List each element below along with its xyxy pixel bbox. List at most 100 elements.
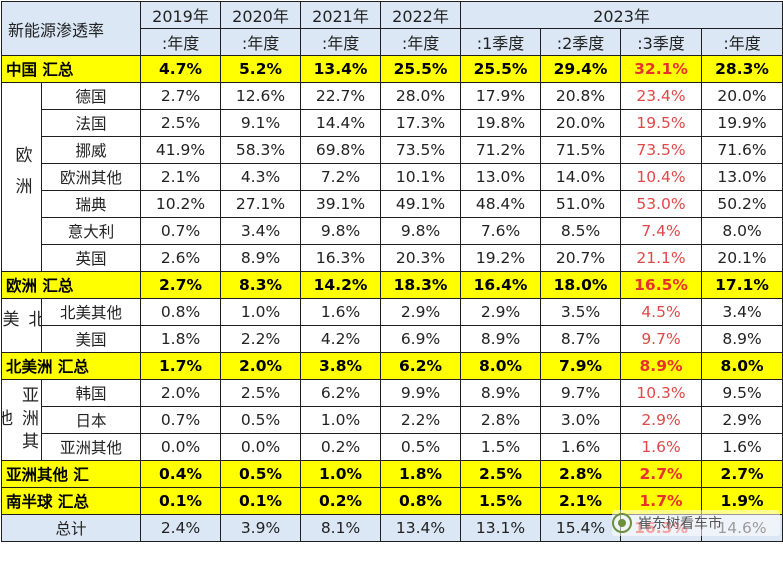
value-cell: 13.1%	[460, 514, 542, 542]
value-cell: 1.8%	[380, 460, 462, 488]
value-cell: 6.2%	[300, 379, 382, 407]
value-cell: 2.7%	[620, 460, 703, 488]
value-cell: 10.4%	[620, 163, 703, 191]
value-cell: 1.6%	[620, 433, 703, 461]
value-cell: 0.4%	[140, 460, 222, 488]
asia-other-sum-row: 亚洲其他 汇 0.4% 0.5% 1.0% 1.8% 2.5% 2.8% 2.7% 2.7%	[0, 460, 783, 488]
table-row: 挪威 41.9% 58.3% 69.8% 73.5% 71.2% 71.5% 73.5% 71.…	[2, 136, 783, 164]
value-cell: 3.8%	[300, 352, 382, 380]
value-cell: 51.0%	[540, 190, 622, 218]
value-cell: 9.7%	[620, 325, 703, 353]
value-cell: 1.0%	[220, 298, 302, 326]
value-cell: 7.9%	[540, 352, 622, 380]
value-cell: 17.3%	[380, 109, 462, 137]
value-cell: 8.3%	[220, 271, 302, 299]
row-label: 法国	[40, 109, 142, 137]
value-cell: 3.4%	[701, 298, 783, 326]
value-cell: 10.2%	[140, 190, 222, 218]
value-cell: 1.5%	[460, 433, 542, 461]
value-cell: 9.1%	[220, 109, 302, 137]
value-cell: 4.5%	[620, 298, 703, 326]
value-cell: 2.0%	[140, 379, 222, 407]
value-cell: 1.0%	[300, 460, 382, 488]
value-cell: 2.5%	[140, 109, 222, 137]
row-label: 美国	[40, 325, 142, 353]
value-cell: 0.5%	[220, 406, 302, 434]
value-cell: 6.2%	[380, 352, 462, 380]
value-cell: 8.5%	[540, 217, 622, 245]
value-cell: 28.3%	[701, 55, 783, 83]
value-cell: 4.2%	[300, 325, 382, 353]
value-cell: 8.0%	[701, 352, 783, 380]
value-cell: 20.7%	[540, 244, 622, 272]
china-sum-row: 中国 汇总 4.7% 5.2% 13.4% 25.5% 25.5% 29.4% 32.1% 28…	[0, 55, 783, 83]
value-cell: 53.0%	[620, 190, 703, 218]
value-cell: 7.2%	[300, 163, 382, 191]
table-row: 亚洲其他 0.0% 0.0% 0.2% 0.5% 1.5% 1.6% 1.6% 1.6%	[2, 433, 783, 461]
value-cell: 71.2%	[460, 136, 542, 164]
value-cell: 1.6%	[701, 433, 783, 461]
north-america-region-label: 北美	[1, 298, 42, 353]
period-header: :3季度	[620, 28, 703, 56]
value-cell: 9.8%	[300, 217, 382, 245]
value-cell: 3.0%	[540, 406, 622, 434]
period-header: :2季度	[540, 28, 622, 56]
value-cell: 8.9%	[701, 325, 783, 353]
value-cell: 71.6%	[701, 136, 783, 164]
value-cell: 50.2%	[701, 190, 783, 218]
value-cell: 15.4%	[540, 514, 622, 542]
value-cell: 9.5%	[701, 379, 783, 407]
row-label: 北美其他	[40, 298, 142, 326]
value-cell: 10.3%	[620, 379, 703, 407]
value-cell: 17.9%	[460, 82, 542, 110]
value-cell: 16.3%	[300, 244, 382, 272]
value-cell: 73.5%	[380, 136, 462, 164]
sum-label: 北美洲 汇总	[0, 352, 142, 380]
row-label: 意大利	[40, 217, 142, 245]
value-cell: 19.2%	[460, 244, 542, 272]
value-cell: 2.7%	[701, 460, 783, 488]
value-cell: 20.0%	[540, 109, 622, 137]
value-cell: 71.5%	[540, 136, 622, 164]
value-cell: 14.2%	[300, 271, 382, 299]
value-cell: 0.7%	[140, 406, 222, 434]
wechat-icon	[612, 513, 632, 533]
value-cell: 3.5%	[540, 298, 622, 326]
period-header: :年度	[300, 28, 382, 56]
value-cell: 39.1%	[300, 190, 382, 218]
value-cell: 2.7%	[140, 82, 222, 110]
value-cell: 2.9%	[460, 298, 542, 326]
value-cell: 2.4%	[140, 514, 222, 542]
year-header: 2019年	[140, 1, 222, 29]
value-cell: 8.9%	[460, 379, 542, 407]
value-cell: 8.9%	[460, 325, 542, 353]
value-cell: 13.0%	[701, 163, 783, 191]
period-header: :年度	[220, 28, 302, 56]
europe-region-label: 欧洲	[1, 82, 42, 272]
value-cell: 14.0%	[540, 163, 622, 191]
value-cell: 8.9%	[620, 352, 703, 380]
category-header: 新能源渗透率	[0, 1, 142, 56]
value-cell: 49.1%	[380, 190, 462, 218]
value-cell: 21.1%	[620, 244, 703, 272]
value-cell: 0.5%	[380, 433, 462, 461]
value-cell: 0.1%	[220, 487, 302, 515]
table-row: 法国 2.5% 9.1% 14.4% 17.3% 19.8% 20.0% 19.5% 19.9%	[2, 109, 783, 137]
value-cell: 1.6%	[540, 433, 622, 461]
value-cell: 0.0%	[140, 433, 222, 461]
row-label: 日本	[40, 406, 142, 434]
table-row: 欧洲其他 2.1% 4.3% 7.2% 10.1% 13.0% 14.0% 10.4% 13.0…	[2, 163, 783, 191]
value-cell: 2.1%	[540, 487, 622, 515]
value-cell: 20.8%	[540, 82, 622, 110]
value-cell: 25.5%	[380, 55, 462, 83]
table-row: 北美 北美其他 0.8% 1.0% 1.6% 2.9% 2.9% 3.5% 4.5% 3.4%	[1, 298, 783, 353]
value-cell: 9.8%	[380, 217, 462, 245]
value-cell: 13.4%	[300, 55, 382, 83]
value-cell: 8.9%	[220, 244, 302, 272]
year-header: 2020年	[220, 1, 302, 29]
value-cell: 2.9%	[380, 298, 462, 326]
row-label: 英国	[40, 244, 142, 272]
table-row: 美国 1.8% 2.2% 4.2% 6.9% 8.9% 8.7% 9.7% 8.9%	[2, 325, 783, 353]
value-cell: 1.8%	[140, 325, 222, 353]
sum-label: 南半球 汇总	[0, 487, 142, 515]
